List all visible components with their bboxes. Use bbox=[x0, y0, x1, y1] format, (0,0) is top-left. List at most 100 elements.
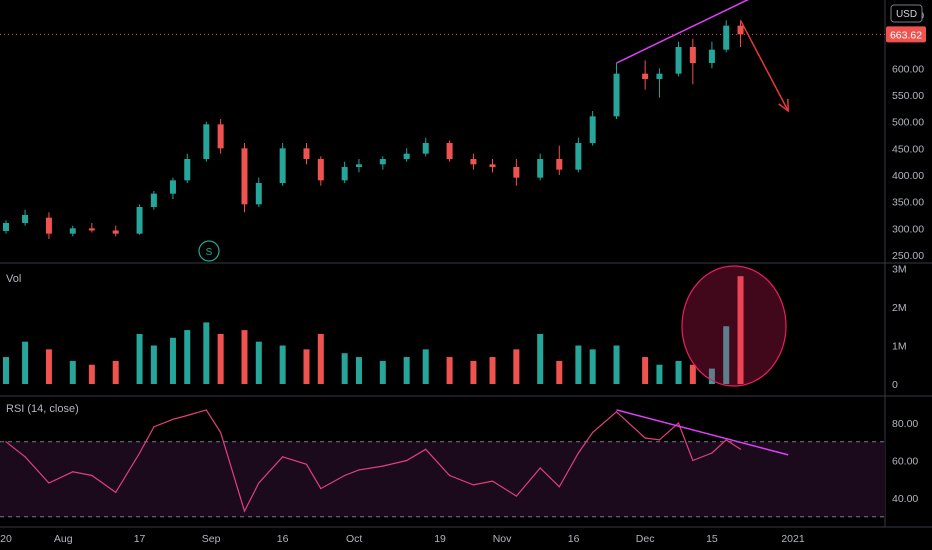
volume-bar[interactable] bbox=[537, 333, 544, 384]
candle-body[interactable] bbox=[217, 124, 224, 149]
volume-tick-label: 2M bbox=[892, 302, 907, 314]
volume-highlight-circle[interactable] bbox=[681, 265, 787, 387]
volume-bar[interactable] bbox=[446, 357, 453, 384]
rsi-point bbox=[305, 463, 308, 465]
volume-bar[interactable] bbox=[589, 349, 596, 384]
candle-body[interactable] bbox=[723, 25, 730, 50]
volume-bar[interactable] bbox=[203, 322, 210, 384]
candle-body[interactable] bbox=[708, 49, 715, 63]
price-tick-label: 250.00 bbox=[892, 250, 924, 262]
volume-series[interactable] bbox=[3, 276, 744, 384]
candle-body[interactable] bbox=[446, 143, 453, 159]
candle-body[interactable] bbox=[589, 116, 596, 143]
volume-bar[interactable] bbox=[279, 345, 286, 385]
volume-bar[interactable] bbox=[675, 360, 682, 384]
candle-body[interactable] bbox=[22, 215, 29, 223]
volume-bar[interactable] bbox=[575, 345, 582, 385]
candle-body[interactable] bbox=[613, 73, 620, 117]
bearish-arrow-shaft[interactable] bbox=[739, 19, 789, 112]
rsi-divergence-trendline[interactable] bbox=[616, 409, 789, 456]
candle-body[interactable] bbox=[69, 228, 76, 234]
candle-body[interactable] bbox=[489, 164, 496, 167]
candle-body[interactable] bbox=[203, 124, 210, 159]
volume-bar[interactable] bbox=[513, 349, 520, 384]
rsi-line[interactable] bbox=[5, 409, 741, 513]
candle-body[interactable] bbox=[642, 73, 649, 79]
candle-body[interactable] bbox=[45, 217, 52, 234]
candle-body[interactable] bbox=[279, 148, 286, 183]
volume-bar[interactable] bbox=[355, 357, 362, 384]
volume-bar[interactable] bbox=[45, 349, 52, 384]
candle-body[interactable] bbox=[422, 143, 429, 154]
signal-marker-circle[interactable] bbox=[198, 240, 220, 262]
candle-body[interactable] bbox=[513, 167, 520, 178]
rsi-series[interactable] bbox=[5, 409, 742, 513]
candle-body[interactable] bbox=[355, 164, 362, 167]
candle-body[interactable] bbox=[575, 143, 582, 170]
candle-body[interactable] bbox=[675, 47, 682, 74]
time-tick-label: 20 bbox=[0, 533, 12, 545]
volume-bar[interactable] bbox=[708, 368, 715, 384]
rsi-point bbox=[258, 482, 260, 484]
currency-badge[interactable] bbox=[890, 4, 923, 23]
volume-bar[interactable] bbox=[150, 345, 157, 385]
rsi-point bbox=[592, 431, 594, 433]
rsi-point bbox=[344, 474, 346, 477]
volume-bar[interactable] bbox=[737, 276, 744, 384]
volume-bar[interactable] bbox=[3, 357, 9, 384]
volume-bar[interactable] bbox=[112, 360, 119, 384]
candle-body[interactable] bbox=[341, 167, 348, 181]
volume-bar[interactable] bbox=[422, 349, 429, 384]
candle-body[interactable] bbox=[689, 47, 696, 63]
candle-body[interactable] bbox=[537, 159, 544, 178]
volume-bar[interactable] bbox=[642, 357, 649, 384]
volume-bar[interactable] bbox=[136, 333, 143, 384]
volume-bar[interactable] bbox=[303, 349, 310, 384]
candle-body[interactable] bbox=[556, 159, 563, 170]
price-trendline[interactable] bbox=[616, 0, 755, 64]
volume-bar[interactable] bbox=[403, 357, 410, 384]
volume-bar[interactable] bbox=[317, 333, 324, 384]
volume-bar[interactable] bbox=[489, 357, 496, 384]
candle-body[interactable] bbox=[136, 207, 143, 234]
volume-bar[interactable] bbox=[379, 360, 386, 384]
volume-bar[interactable] bbox=[69, 360, 76, 384]
price-tick-label: 400.00 bbox=[892, 170, 924, 182]
volume-bar[interactable] bbox=[255, 341, 262, 384]
volume-bar[interactable] bbox=[723, 326, 730, 384]
volume-bar[interactable] bbox=[88, 364, 95, 384]
candle-body[interactable] bbox=[317, 159, 324, 181]
volume-bar[interactable] bbox=[613, 345, 620, 385]
rsi-point bbox=[577, 452, 579, 454]
volume-bar[interactable] bbox=[169, 337, 176, 384]
candle-body[interactable] bbox=[303, 148, 310, 159]
drawing-annotations[interactable] bbox=[616, 0, 790, 456]
volume-bar[interactable] bbox=[556, 360, 563, 384]
time-tick-label: 19 bbox=[434, 533, 446, 545]
rsi-point bbox=[658, 439, 661, 441]
volume-bar[interactable] bbox=[656, 364, 663, 384]
candle-body[interactable] bbox=[150, 193, 157, 207]
volume-bar[interactable] bbox=[341, 353, 348, 384]
volume-bar[interactable] bbox=[217, 333, 224, 384]
candle-body[interactable] bbox=[241, 148, 248, 205]
candle-body[interactable] bbox=[184, 159, 191, 181]
volume-bar[interactable] bbox=[470, 360, 477, 384]
candle-body[interactable] bbox=[737, 25, 744, 35]
volume-bar[interactable] bbox=[241, 330, 248, 384]
candle-body[interactable] bbox=[169, 180, 176, 194]
candle-body[interactable] bbox=[3, 223, 9, 231]
volume-bar[interactable] bbox=[22, 341, 29, 384]
candle-body[interactable] bbox=[112, 230, 119, 234]
candle-body[interactable] bbox=[470, 159, 477, 165]
volume-bar[interactable] bbox=[689, 364, 696, 384]
volume-bar[interactable] bbox=[184, 330, 191, 384]
candlestick-series[interactable] bbox=[3, 20, 744, 239]
candle-body[interactable] bbox=[403, 153, 410, 159]
price-tick-label: 600.00 bbox=[892, 63, 924, 75]
candle-body[interactable] bbox=[88, 228, 95, 231]
candle-body[interactable] bbox=[255, 183, 262, 205]
candle-body[interactable] bbox=[379, 159, 386, 165]
candle-body[interactable] bbox=[656, 73, 663, 79]
